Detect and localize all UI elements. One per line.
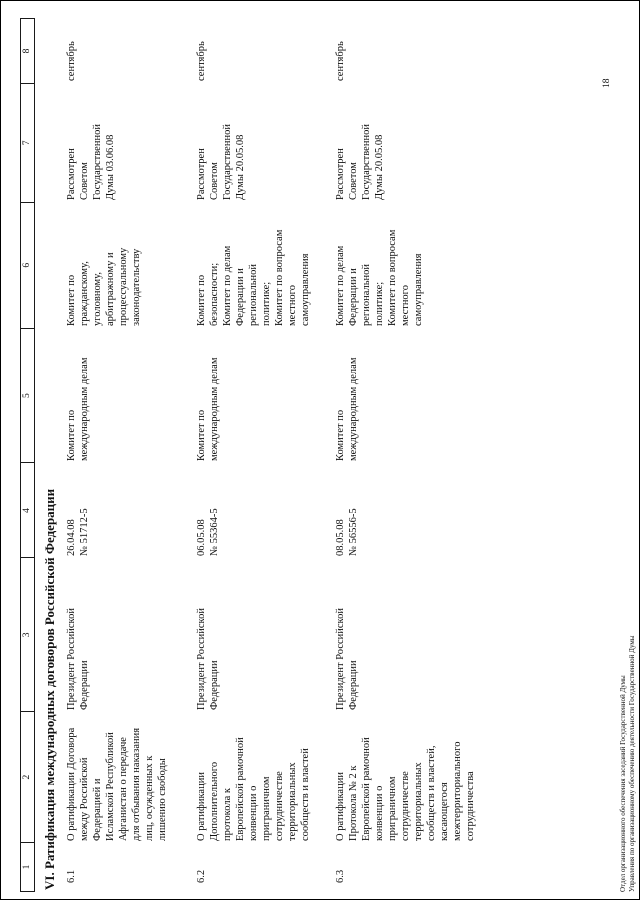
profile-committee-cell: Комитет по международным делам bbox=[335, 357, 359, 461]
row-number: 6.3 bbox=[335, 869, 346, 883]
section-title: VI. Ратификация международных договоров … bbox=[42, 488, 57, 890]
column-number-cell: 7 bbox=[21, 83, 34, 203]
profile-committee-cell: Комитет по международным делам bbox=[66, 357, 90, 461]
column-number-cell: 4 bbox=[21, 463, 34, 559]
registration-cell: 26.04.08 № 51712-5 bbox=[66, 508, 90, 556]
initiator-cell: Президент Российской Федерации bbox=[66, 608, 90, 710]
bill-title-cell: О ратификации Договора между Российской … bbox=[66, 727, 168, 841]
column-number-header-row: 1 2 3 4 5 6 7 8 bbox=[20, 18, 35, 892]
council-review-cell: Рассмотрен Советом Государственной Думы … bbox=[66, 124, 116, 200]
table-row: 6.2 О ратификации Дополнительного проток… bbox=[195, 18, 312, 892]
column-number-cell: 5 bbox=[21, 328, 34, 464]
table-row: 6.3 О ратификации Протокола № 2 к Европе… bbox=[334, 18, 477, 892]
column-number-cell: 3 bbox=[21, 558, 34, 713]
column-number-cell: 1 bbox=[22, 864, 32, 870]
registration-cell: 08.05.08 № 56556-5 bbox=[335, 508, 359, 556]
co-committees-cell: Комитет по гражданскому, уголовному, арб… bbox=[66, 247, 142, 326]
month-cell: сентябрь bbox=[196, 41, 207, 81]
footer-line: Отдел организационного обеспечения засед… bbox=[619, 675, 627, 892]
footer-line: Управления по организационному обеспечен… bbox=[627, 635, 636, 892]
registration-cell: 06.05.08 № 55364-5 bbox=[196, 508, 220, 556]
document-footer: Отдел организационного обеспечения засед… bbox=[619, 636, 636, 892]
column-number-cell: 2 bbox=[21, 712, 34, 844]
council-review-cell: Рассмотрен Советом Государственной Думы … bbox=[196, 124, 246, 200]
page-number: 18 bbox=[602, 78, 612, 89]
bill-title-cell: О ратификации Протокола № 2 к Европейско… bbox=[335, 737, 476, 841]
table-row: 6.1 О ратификации Договора между Российс… bbox=[65, 18, 169, 892]
co-committees-cell: Комитет по безопасности; Комитет по дела… bbox=[196, 229, 311, 326]
month-cell: сентябрь bbox=[335, 41, 346, 81]
bill-title-cell: О ратификации Дополнительного протокола … bbox=[196, 737, 311, 841]
row-number: 6.2 bbox=[196, 869, 207, 883]
month-cell: сентябрь bbox=[66, 41, 77, 81]
initiator-cell: Президент Российской Федерации bbox=[335, 608, 359, 710]
column-number-cell: 8 bbox=[21, 19, 34, 84]
council-review-cell: Рассмотрен Советом Государственной Думы … bbox=[335, 124, 385, 200]
row-number: 6.1 bbox=[66, 869, 77, 883]
co-committees-cell: Комитет по делам Федерации и регионально… bbox=[335, 229, 424, 326]
profile-committee-cell: Комитет по международным делам bbox=[196, 357, 220, 461]
table: 1 2 3 4 5 6 7 8 VI. Ратификация междунар… bbox=[20, 18, 477, 892]
initiator-cell: Президент Российской Федерации bbox=[196, 608, 220, 710]
column-number-cell: 6 bbox=[21, 202, 34, 329]
